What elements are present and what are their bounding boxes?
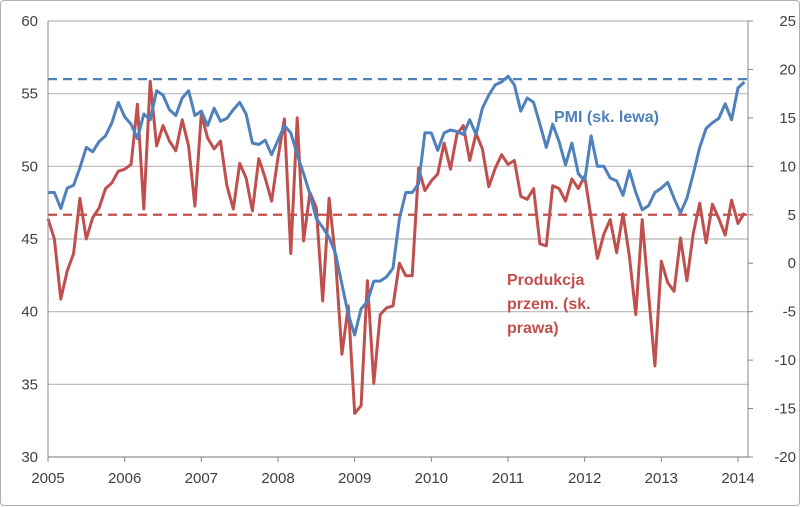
production-label-line-1: Produkcja (507, 272, 584, 289)
x-axis-tick-label: 2011 (492, 470, 524, 487)
series-lines (46, 74, 746, 415)
x-axis-tick-label: 2014 (721, 470, 754, 487)
x-axis-tick-label: 2012 (568, 470, 601, 487)
left-axis-tick-label: 40 (21, 304, 38, 321)
left-axis-tick-label: 45 (21, 231, 38, 248)
production-label-line-2: przem. (sk. (507, 296, 591, 313)
right-axis-tick-label: 5 (788, 207, 796, 224)
right-axis-tick-label: 15 (779, 110, 796, 127)
right-axis-tick-label: 25 (779, 13, 796, 30)
series-labels: PMI (sk. lewa) Produkcja przem. (sk. pra… (507, 109, 659, 337)
axes: 30 35 40 45 50 55 60 -20 -15 -10 -5 0 5 10 15 20 25 2005 2… (21, 13, 796, 487)
x-axis-tick-label: 2007 (185, 470, 218, 487)
reference-lines (48, 78, 748, 216)
x-axis-tick-label: 2010 (415, 470, 448, 487)
x-axis-tick-label: 2005 (31, 470, 64, 487)
pmi-series-label: PMI (sk. lewa) (554, 109, 659, 126)
x-axis-tick-label: 2013 (645, 470, 678, 487)
left-axis-tick-label: 30 (21, 449, 38, 466)
production-line (46, 79, 746, 415)
right-axis-tick-label: 10 (779, 158, 796, 175)
left-axis-tick-label: 60 (21, 13, 38, 30)
gridlines (48, 20, 748, 458)
production-label-line-3: prawa) (507, 320, 559, 337)
right-axis-tick-label: -5 (783, 304, 796, 321)
pmi-line (48, 74, 746, 337)
right-axis-tick-label: 0 (788, 255, 796, 272)
right-axis-tick-label: -15 (774, 401, 796, 418)
left-axis-tick-label: 55 (21, 86, 38, 103)
right-axis-tick-label: -10 (774, 352, 796, 369)
x-axis-tick-label: 2006 (108, 470, 141, 487)
left-axis-tick-label: 50 (21, 158, 38, 175)
right-axis-tick-label: -20 (774, 449, 796, 466)
right-axis-tick-label: 20 (779, 61, 796, 78)
x-axis-tick-label: 2009 (338, 470, 371, 487)
x-axis-tick-label: 2008 (261, 470, 294, 487)
left-axis-tick-label: 35 (21, 376, 38, 393)
